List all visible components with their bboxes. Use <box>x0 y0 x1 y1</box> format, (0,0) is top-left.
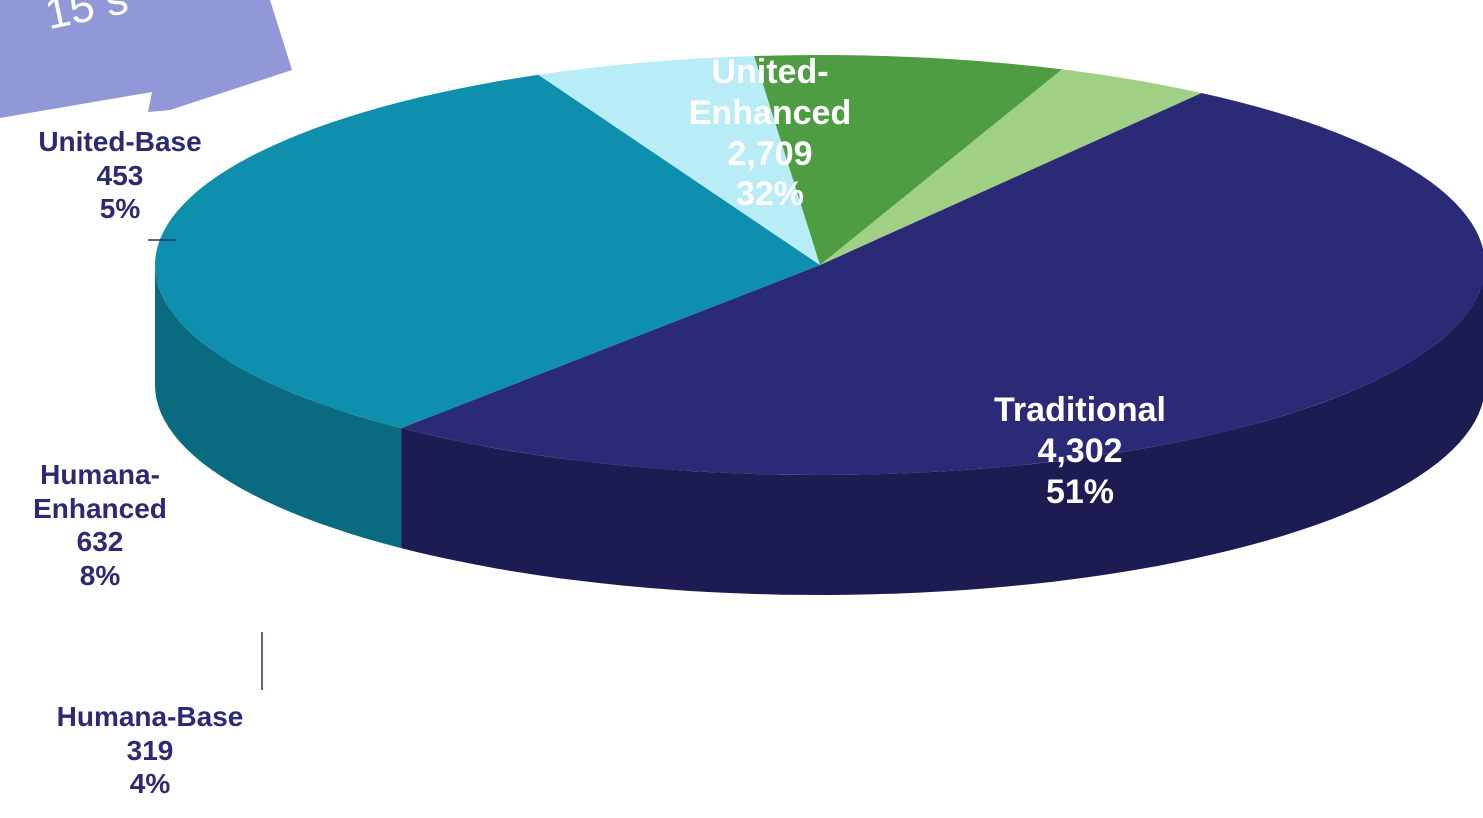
slice-percent: 8% <box>79 559 121 591</box>
slice-value: 319 <box>126 734 174 766</box>
slice-percent: 32% <box>735 175 805 214</box>
slice-label-united-base: United-Base 453 5% <box>0 125 240 226</box>
pie-slice-traditional <box>401 93 1483 475</box>
slice-label-traditional: Traditional 4,302 51% <box>950 390 1210 512</box>
slice-value: 4,302 <box>1037 431 1123 470</box>
slice-name-line: Humana- <box>40 459 160 490</box>
slice-value: 632 <box>76 526 124 558</box>
slice-name-line: United- <box>711 53 829 91</box>
pie-slice-united-base <box>538 56 820 265</box>
slice-percent: 5% <box>99 193 141 225</box>
pie-slice-humana-enhanced <box>754 55 1063 265</box>
slice-label-humana-enhanced: Humana- Enhanced 632 8% <box>0 458 200 592</box>
slice-name-line: Enhanced <box>33 492 167 524</box>
slice-name-line: Enhanced <box>688 93 852 132</box>
pie-side-united-enhanced <box>155 265 402 549</box>
slice-name: United-Base <box>38 126 202 157</box>
slice-label-united-enhanced: United- Enhanced 2,709 32% <box>650 52 890 215</box>
slice-value: 2,709 <box>727 134 813 173</box>
slice-name: Traditional <box>994 391 1166 429</box>
slice-value: 453 <box>96 159 144 191</box>
slice-name: Humana-Base <box>56 701 244 732</box>
pie-slice-united-enhanced <box>155 74 821 429</box>
pie-slice-humana-base <box>820 69 1202 266</box>
pie-side-traditional <box>401 280 1483 595</box>
callout-arrow <box>0 0 292 118</box>
slice-percent: 4% <box>129 768 171 800</box>
slice-label-humana-base: Humana-Base 319 4% <box>20 700 280 801</box>
slice-percent: 51% <box>1045 472 1115 511</box>
